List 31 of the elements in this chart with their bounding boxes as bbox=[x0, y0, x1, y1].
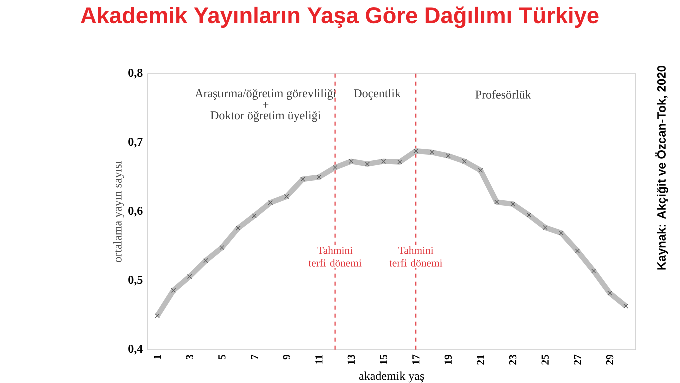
x-tick-label: 29 bbox=[606, 354, 614, 365]
ref-line-label: Tahmini terfi dönemi bbox=[390, 246, 443, 267]
x-tick-label: 1 bbox=[154, 355, 162, 360]
annotation: Doktor öğretim üyeliği bbox=[210, 111, 321, 122]
x-tick-label: 3 bbox=[186, 354, 194, 360]
x-tick-label: 25 bbox=[542, 354, 549, 365]
y-tick-label: 0,6 bbox=[128, 206, 143, 217]
x-tick-label: 27 bbox=[574, 354, 582, 365]
x-tick-label: 7 bbox=[251, 354, 258, 360]
y-tick-label: 0,4 bbox=[128, 344, 143, 355]
y-tick-label: 0,8 bbox=[128, 68, 143, 79]
y-tick-label: 0,7 bbox=[128, 138, 143, 148]
annotation: Profesörlük bbox=[476, 90, 532, 99]
x-tick-label: 5 bbox=[218, 354, 226, 360]
annotation: Doçentlik bbox=[354, 89, 401, 100]
x-tick-label: 21 bbox=[477, 355, 484, 365]
x-tick-label: 17 bbox=[412, 354, 420, 364]
x-tick-label: 11 bbox=[316, 355, 323, 364]
x-tick-label: 19 bbox=[444, 354, 452, 364]
x-axis-title: akademik yaş bbox=[359, 372, 424, 383]
y-axis-title: ortalama yayın sayısı bbox=[113, 161, 124, 262]
x-tick-label: 15 bbox=[380, 354, 388, 364]
x-tick-label: 13 bbox=[348, 354, 356, 364]
text: Kaynak: Akçiğit ve Özcan-Tok, 2020 bbox=[656, 66, 668, 270]
annotation: + bbox=[263, 102, 269, 108]
ref-line-label: Tahmini terfi dönemi bbox=[308, 246, 362, 267]
x-tick-label: 23 bbox=[509, 354, 517, 365]
y-tick-label: 0,5 bbox=[128, 276, 143, 286]
x-tick-label: 9 bbox=[283, 354, 290, 360]
annotation: Araştırma/öğretim görevliliği bbox=[195, 89, 336, 100]
chart-title: Akademik Yayınların Yaşa Göre Dağılımı Türkiye bbox=[81, 6, 599, 28]
